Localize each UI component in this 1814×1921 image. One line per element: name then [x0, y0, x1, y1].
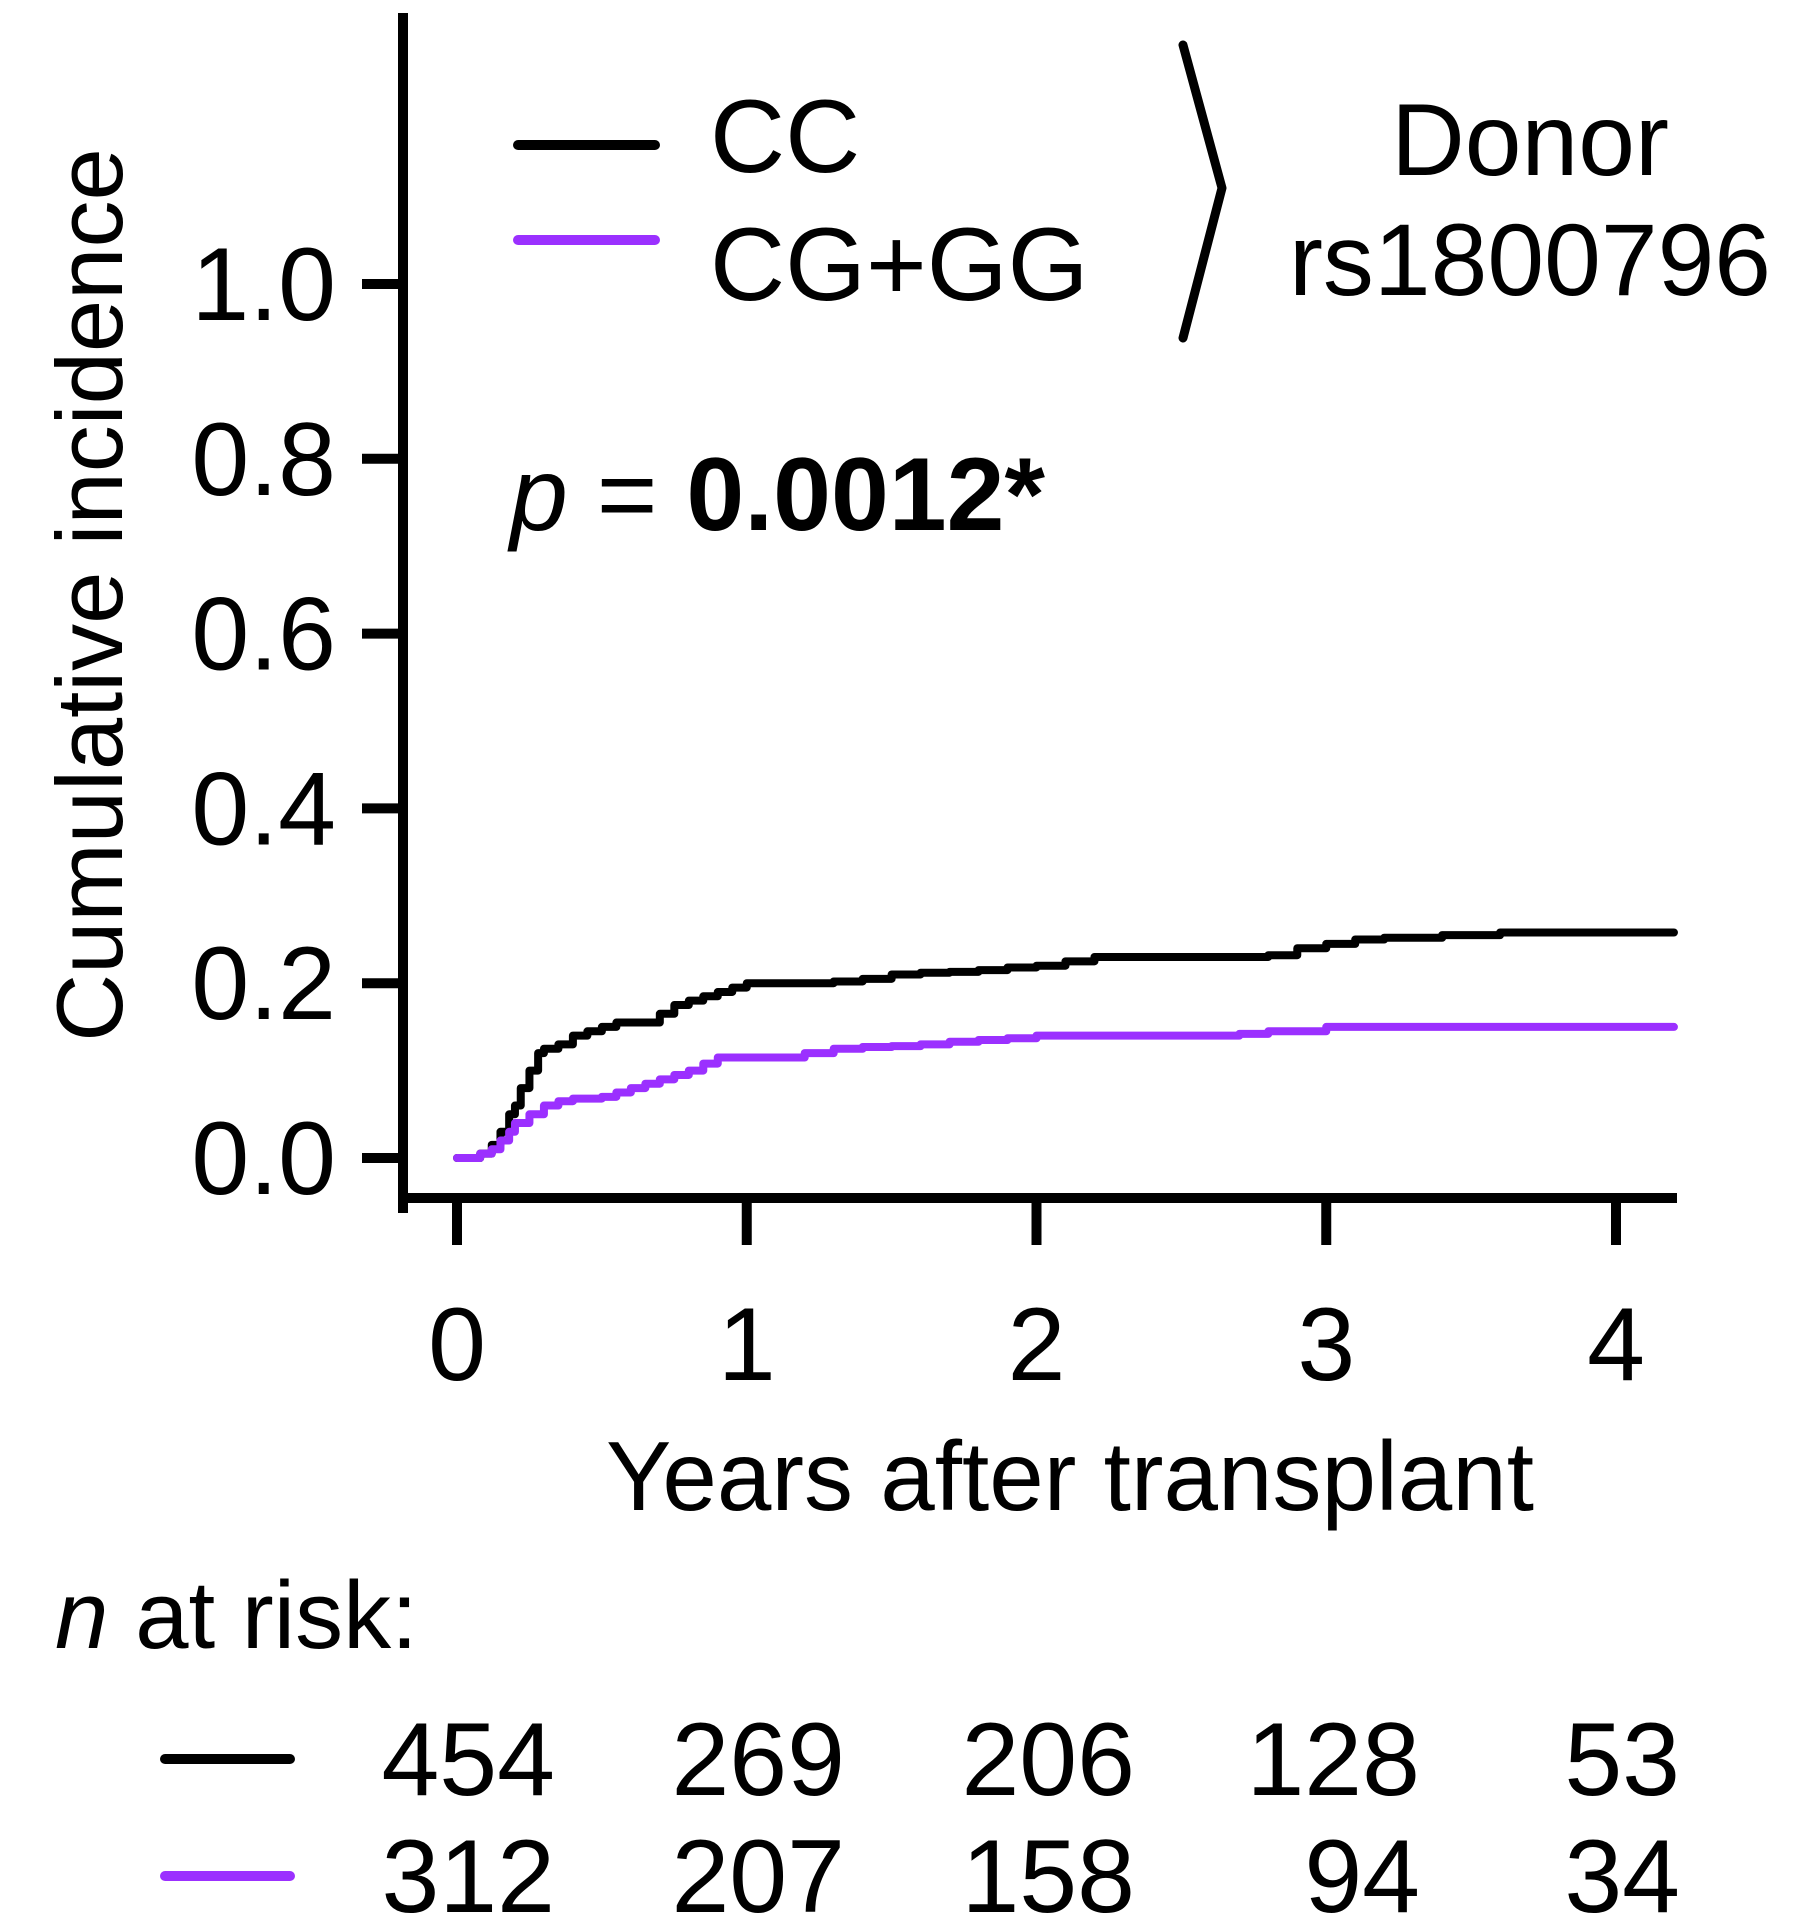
y-tick-label: 0.4: [191, 751, 336, 867]
risk-table-cell: 454: [381, 1702, 555, 1818]
legend-group-label-line1: Donor: [1391, 83, 1669, 197]
x-axis-title: Years after transplant: [606, 1421, 1534, 1531]
x-tick-label: 1: [718, 1287, 776, 1403]
legend-group-label-line2: rs1800796: [1289, 203, 1771, 317]
x-ticks: 0 1 2 3 4: [428, 1198, 1645, 1403]
risk-rows: 454 269 206 128 53 312 207 158 94 34: [160, 1702, 1680, 1921]
p-value-symbol: p: [507, 437, 568, 553]
risk-table-cell: 34: [1564, 1819, 1680, 1921]
risk-table-cell: 269: [671, 1702, 845, 1818]
y-tick-label: 1.0: [191, 227, 336, 343]
series-layer: [453, 928, 1678, 1162]
p-value-number: 0.0012*: [686, 437, 1045, 553]
risk-table-cell: 128: [1246, 1702, 1420, 1818]
y-axis-title: Cumulative incidence: [37, 148, 142, 1041]
y-ticks: 0.0 0.2 0.4 0.6 0.8 1.0: [191, 227, 403, 1217]
risk-table-title: n at risk:: [55, 1562, 418, 1669]
risk-table-n: n: [55, 1562, 108, 1669]
x-axis: 0 1 2 3 4: [398, 1193, 1677, 1403]
y-tick-label: 0.2: [191, 926, 336, 1042]
p-value-equals: =: [568, 437, 687, 553]
series-line-cg-gg: [453, 1022, 1678, 1162]
legend-label-cc: CC: [710, 79, 860, 195]
x-tick-label: 2: [1008, 1287, 1066, 1403]
p-value-annotation: p = 0.0012*: [507, 437, 1045, 553]
y-tick-label: 0.6: [191, 577, 336, 693]
y-tick-label: 0.0: [191, 1101, 336, 1217]
legend-brace-icon: [1178, 40, 1227, 343]
y-axis: 0.0 0.2 0.4 0.6 0.8 1.0: [191, 13, 408, 1217]
x-tick-label: 4: [1587, 1287, 1645, 1403]
y-tick-label: 0.8: [191, 402, 336, 518]
legend: CC CG+GG Donor rs1800796: [513, 40, 1771, 343]
risk-table: n at risk: 454 269 206 128 53 312 207 158 94 34: [55, 1562, 1680, 1921]
risk-table-cell: 158: [961, 1819, 1135, 1921]
risk-table-cell: 207: [671, 1819, 845, 1921]
risk-table-cell: 206: [961, 1702, 1135, 1818]
risk-table-cell: 312: [381, 1819, 555, 1921]
x-tick-label: 0: [428, 1287, 486, 1403]
risk-table-cell: 53: [1564, 1702, 1680, 1818]
legend-label-cg-gg: CG+GG: [710, 207, 1089, 323]
risk-table-cell: 94: [1304, 1819, 1420, 1921]
risk-table-label: at risk:: [108, 1562, 417, 1669]
x-tick-label: 3: [1297, 1287, 1355, 1403]
series-line-cc: [453, 928, 1678, 1162]
